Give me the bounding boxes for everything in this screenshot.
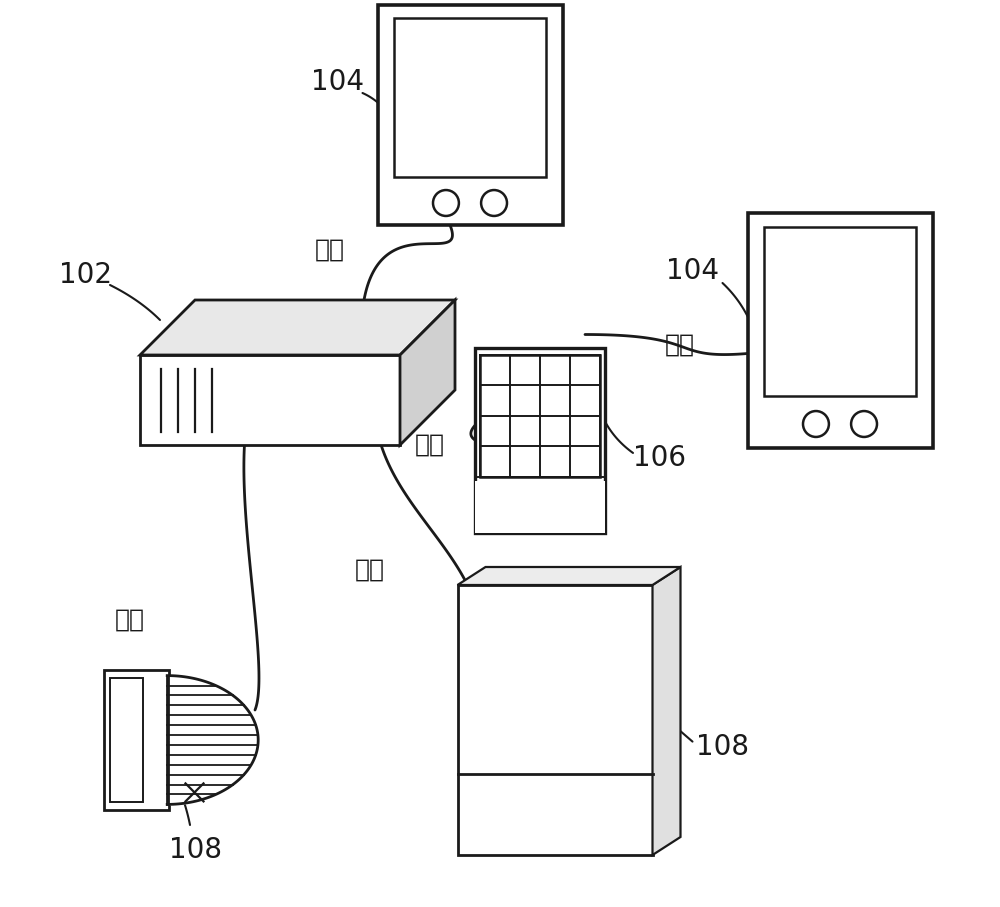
Text: 102: 102 (58, 261, 112, 289)
Circle shape (481, 190, 507, 216)
Text: 108: 108 (168, 836, 222, 864)
Bar (475, 481, 605, 532)
Polygon shape (140, 355, 400, 445)
Bar (110, 678, 143, 802)
Text: 网络: 网络 (315, 238, 345, 262)
Circle shape (803, 411, 829, 437)
Bar (394, 18, 546, 177)
Circle shape (433, 190, 459, 216)
Text: 104: 104 (311, 68, 364, 96)
Polygon shape (140, 300, 455, 355)
Text: 网络: 网络 (115, 608, 145, 632)
Bar (764, 227, 916, 395)
Bar (378, 5, 562, 225)
Circle shape (851, 411, 877, 437)
Text: 网络: 网络 (415, 433, 445, 457)
Text: 106: 106 (634, 444, 686, 473)
Bar (104, 670, 168, 810)
Bar (480, 355, 600, 477)
Polygon shape (458, 567, 680, 585)
Text: 104: 104 (666, 258, 719, 285)
Polygon shape (400, 300, 455, 445)
Polygon shape (652, 567, 680, 855)
Text: 网络: 网络 (665, 333, 695, 357)
Text: 网络: 网络 (355, 558, 385, 582)
Text: 108: 108 (696, 733, 749, 761)
Bar (748, 212, 932, 447)
Bar (475, 347, 605, 532)
Bar (458, 585, 652, 855)
